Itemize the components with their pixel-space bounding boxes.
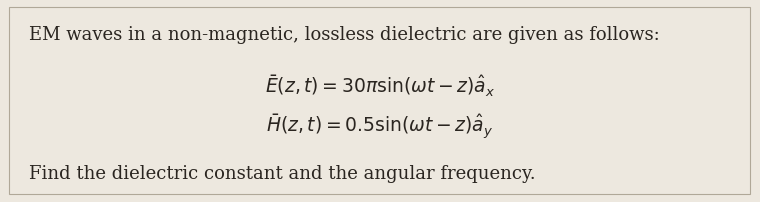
FancyBboxPatch shape: [9, 8, 750, 194]
Text: $\bar{E}(z,t)=30\pi\sin(\omega t-z)\hat{a}_x$: $\bar{E}(z,t)=30\pi\sin(\omega t-z)\hat{…: [264, 73, 496, 98]
Text: Find the dielectric constant and the angular frequency.: Find the dielectric constant and the ang…: [29, 164, 536, 182]
Text: $\bar{H}(z,t)=0.5\sin(\omega t-z)\hat{a}_y$: $\bar{H}(z,t)=0.5\sin(\omega t-z)\hat{a}…: [266, 112, 494, 140]
Text: EM waves in a non-magnetic, lossless dielectric are given as follows:: EM waves in a non-magnetic, lossless die…: [29, 25, 660, 43]
